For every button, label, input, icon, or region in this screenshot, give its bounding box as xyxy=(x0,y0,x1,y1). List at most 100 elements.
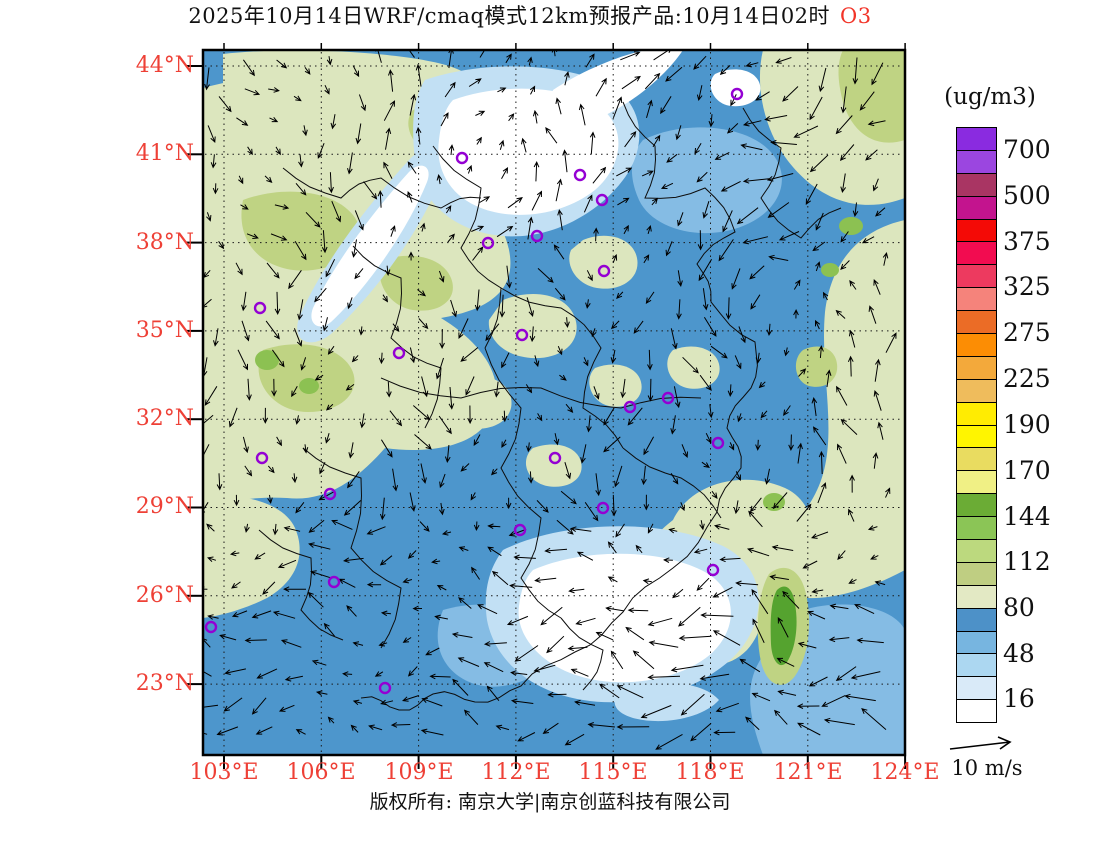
lon-label: 124°E xyxy=(870,760,940,785)
lon-label: 112°E xyxy=(481,760,551,785)
city-marker xyxy=(548,451,562,465)
city-marker xyxy=(515,328,529,342)
city-marker xyxy=(530,229,544,243)
wind-scale-label: 10 m/s xyxy=(951,756,1023,780)
province-boundary-line xyxy=(484,347,562,619)
legend-color-segment xyxy=(957,425,996,449)
legend-value: 190 xyxy=(1003,410,1051,439)
lat-label: 41°N xyxy=(135,141,194,166)
map-region xyxy=(770,586,797,666)
lon-label: 121°E xyxy=(773,760,843,785)
map-region xyxy=(255,350,279,370)
lon-label: 103°E xyxy=(189,760,259,785)
forecast-map xyxy=(186,43,907,769)
legend-value: 144 xyxy=(1003,502,1051,531)
legend-color-segment xyxy=(957,173,996,197)
city-marker xyxy=(623,400,637,414)
legend-color-segment xyxy=(957,494,996,518)
lat-label: 38°N xyxy=(135,230,194,255)
province-boundary-line xyxy=(500,287,624,449)
map-region xyxy=(311,165,429,327)
city-marker xyxy=(596,501,610,515)
legend-colorbar xyxy=(956,127,997,723)
city-marker xyxy=(481,236,495,250)
map-region xyxy=(569,235,638,289)
map-region xyxy=(710,69,761,107)
wind-scale-arrow-icon xyxy=(949,736,1012,750)
legend-value: 275 xyxy=(1003,318,1051,347)
city-marker xyxy=(513,523,527,537)
map-region xyxy=(552,50,683,123)
province-boundary-line xyxy=(282,167,482,209)
province-boundary-line xyxy=(360,101,758,711)
map-region xyxy=(838,50,905,143)
map-region xyxy=(439,375,512,429)
legend-value: 375 xyxy=(1003,227,1051,256)
lat-label: 29°N xyxy=(135,494,194,519)
legend-color-segment xyxy=(957,631,996,655)
map-region xyxy=(379,255,453,311)
legend-color-segment xyxy=(957,517,996,541)
lat-label: 44°N xyxy=(135,53,194,78)
legend-color-segment xyxy=(957,700,996,723)
lon-label: 118°E xyxy=(675,760,745,785)
map-region xyxy=(763,493,785,511)
legend-units-label: (ug/m3) xyxy=(944,84,1036,110)
city-marker xyxy=(253,301,267,315)
legend-color-segment xyxy=(957,471,996,495)
lat-label: 32°N xyxy=(135,406,194,431)
legend-value: 112 xyxy=(1003,547,1051,576)
legend-color-segment xyxy=(957,128,996,151)
legend-color-segment xyxy=(957,356,996,380)
copyright-text: 版权所有: 南京大学|南京创蓝科技有限公司 xyxy=(369,791,731,813)
province-boundary-line xyxy=(380,377,702,409)
legend-value: 500 xyxy=(1003,181,1051,210)
title-text: 2025年10月14日WRF/cmaq模式12km预报产品:10月14日02时 xyxy=(188,4,831,28)
lat-label: 35°N xyxy=(135,318,194,343)
legend-color-segment xyxy=(957,654,996,678)
legend-value: 48 xyxy=(1003,639,1035,668)
legend-value: 170 xyxy=(1003,456,1051,485)
province-boundary-line xyxy=(432,145,502,349)
legend-color-segment xyxy=(957,334,996,357)
city-marker xyxy=(378,681,392,695)
map-canvas xyxy=(186,43,907,769)
legend-color-segment xyxy=(957,608,996,632)
legend-color-segment xyxy=(957,562,996,586)
legend-color-segment xyxy=(957,379,996,403)
province-boundary-line xyxy=(352,245,442,429)
legend-color-segment xyxy=(957,585,996,609)
city-marker xyxy=(661,391,675,405)
city-marker xyxy=(597,264,611,278)
province-boundary-line xyxy=(302,447,402,649)
province-boundary-line xyxy=(622,447,722,519)
legend-color-segment xyxy=(957,150,996,174)
city-marker xyxy=(595,193,609,207)
legend-color-segment xyxy=(957,448,996,472)
legend-color-segment xyxy=(957,219,996,243)
city-marker xyxy=(730,87,744,101)
legend-color-segment xyxy=(957,242,996,266)
wind-vector-field xyxy=(203,50,897,750)
legend-value: 16 xyxy=(1003,684,1035,713)
city-marker xyxy=(455,151,469,165)
city-marker xyxy=(392,346,406,360)
legend-color-segment xyxy=(957,288,996,312)
map-border xyxy=(201,48,907,757)
map-region xyxy=(631,127,782,234)
lat-label: 26°N xyxy=(135,583,194,608)
lon-label: 109°E xyxy=(384,760,454,785)
city-marker xyxy=(323,487,337,501)
city-marker xyxy=(706,563,720,577)
map-region xyxy=(589,364,642,407)
legend-color-segment xyxy=(957,311,996,335)
map-region xyxy=(614,683,719,722)
map-region xyxy=(795,346,838,387)
legend-value: 80 xyxy=(1003,593,1035,622)
province-boundary-line xyxy=(258,529,344,641)
province-boundary-line xyxy=(560,617,604,691)
map-region xyxy=(241,191,360,271)
map-title: 2025年10月14日WRF/cmaq模式12km预报产品:10月14日02时 O… xyxy=(0,0,1060,30)
legend-value: 225 xyxy=(1003,364,1051,393)
